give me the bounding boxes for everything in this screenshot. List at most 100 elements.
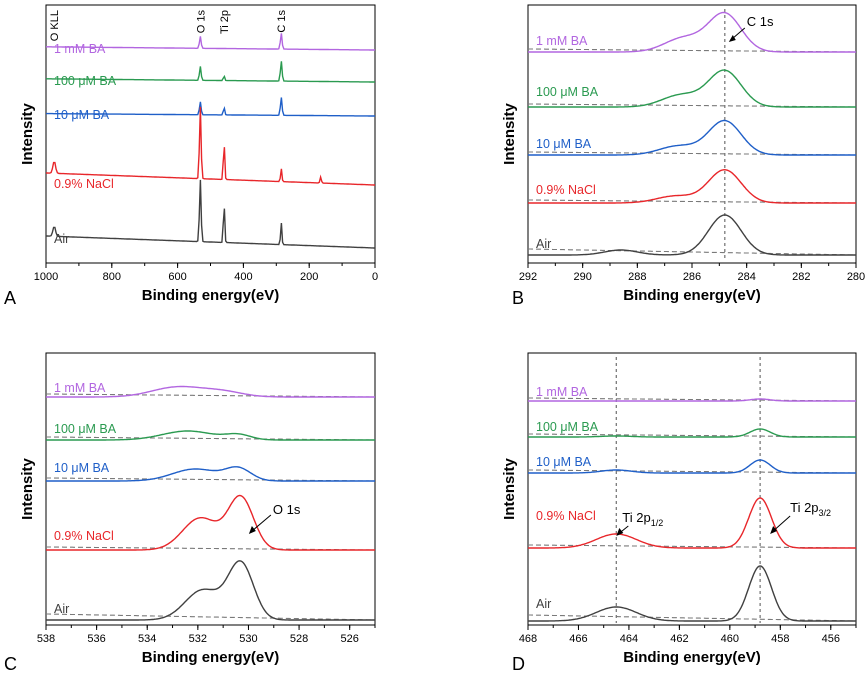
series-label-10-m-ba: 10 μM BA (54, 108, 110, 122)
panel-d: 468 466 464 462 460 458 456 Binding energy(eV) I… (501, 352, 857, 674)
x-axis-title: Binding energy(eV) (142, 287, 280, 304)
series-line-0-9-nacl (46, 494, 375, 551)
peak-label: O KLL (49, 10, 61, 41)
series-label-1-mm-ba: 1 mM BA (54, 381, 106, 395)
series-line-air (46, 179, 375, 249)
panel-letter: A (4, 288, 16, 308)
series-line-air (46, 560, 375, 621)
peak-label: C 1s (276, 10, 288, 33)
x-axis-title: Binding energy(eV) (142, 649, 280, 666)
peak-label: O 1s (195, 10, 207, 34)
y-axis-title: Intensity (501, 458, 518, 520)
x-tick-label: 600 (168, 271, 186, 283)
series-line-0-9-nacl (528, 497, 856, 549)
y-axis-title: Intensity (19, 458, 36, 520)
panel-letter: C (4, 654, 17, 674)
series-label-100-m-ba: 100 μM BA (54, 422, 117, 436)
x-tick-label: 286 (683, 271, 701, 283)
x-tick-label: 288 (628, 271, 646, 283)
annotation-label: Ti 2p1/2 (622, 510, 663, 528)
series-label-10-m-ba: 10 μM BA (536, 137, 592, 151)
x-axis-title: Binding energy(eV) (623, 649, 761, 666)
series-line-1-mm-ba (46, 385, 375, 398)
annotation-arrowhead (616, 528, 624, 536)
series-line-10-m-ba (528, 459, 856, 474)
series-line-air (528, 565, 856, 622)
series-label-1-mm-ba: 1 mM BA (54, 42, 106, 56)
series-label-10-m-ba: 10 μM BA (536, 455, 592, 469)
series-line-0-9-nacl (528, 168, 856, 204)
series-line-1-mm-ba (46, 33, 375, 51)
x-tick-label: 292 (519, 271, 537, 283)
x-tick-label: 460 (721, 633, 739, 645)
series-line-1-mm-ba (528, 11, 856, 53)
series-label-0-9-nacl: 0.9% NaCl (536, 509, 596, 523)
y-axis-title: Intensity (501, 103, 518, 165)
series-label-1-mm-ba: 1 mM BA (536, 385, 588, 399)
x-tick-label: 462 (670, 633, 688, 645)
panel-letter: D (512, 654, 525, 674)
series-label-1-mm-ba: 1 mM BA (536, 34, 588, 48)
series-line-0-9-nacl (46, 106, 375, 186)
x-tick-label: 800 (103, 271, 121, 283)
annotation-label: Ti 2p3/2 (790, 500, 831, 518)
x-tick-label: 458 (771, 633, 789, 645)
x-axis-title: Binding energy(eV) (623, 287, 761, 304)
x-tick-label: 290 (573, 271, 591, 283)
x-tick-label: 280 (847, 271, 865, 283)
series-label-0-9-nacl: 0.9% NaCl (54, 529, 114, 543)
y-axis-title: Intensity (19, 103, 36, 165)
series-line-air (528, 214, 856, 256)
baseline-air (528, 248, 856, 256)
series-line-100-m-ba (46, 430, 375, 441)
annotation-arrowhead (248, 526, 256, 534)
series-line-100-m-ba (528, 69, 856, 108)
x-tick-label: 200 (300, 271, 318, 283)
x-tick-label: 400 (234, 271, 252, 283)
series-label-100-m-ba: 100 μM BA (536, 420, 599, 434)
x-tick-label: 0 (372, 271, 378, 283)
series-label-air: Air (536, 597, 551, 611)
series-label-10-m-ba: 10 μM BA (54, 461, 110, 475)
panel-b: 292 290 288 286 284 282 280 Binding energy(eV) I… (501, 4, 865, 308)
x-tick-label: 282 (792, 271, 810, 283)
annotation-subscript: 1/2 (651, 518, 664, 528)
x-tick-label: 468 (519, 633, 537, 645)
annotation-arrowhead (770, 526, 778, 534)
series-label-0-9-nacl: 0.9% NaCl (54, 177, 114, 191)
plot-frame (527, 352, 857, 626)
x-tick-label: 530 (239, 633, 257, 645)
series-label-air: Air (54, 232, 69, 246)
annotation-subscript: 3/2 (819, 508, 832, 518)
annotation-arrowhead (728, 35, 736, 42)
series-line-100-m-ba (46, 61, 375, 83)
annotation-label: C 1s (747, 14, 774, 29)
x-tick-label: 534 (138, 633, 156, 645)
series-line-10-m-ba (528, 119, 856, 156)
panel-letter: B (512, 288, 524, 308)
baseline-air (46, 613, 375, 621)
x-tick-label: 526 (341, 633, 359, 645)
series-line-10-m-ba (46, 466, 375, 482)
series-label-0-9-nacl: 0.9% NaCl (536, 183, 596, 197)
series-line-1-mm-ba (528, 398, 856, 402)
baseline-air (528, 614, 856, 622)
plot-frame (45, 352, 376, 626)
series-label-100-m-ba: 100 μM BA (54, 74, 117, 88)
x-tick-label: 538 (37, 633, 55, 645)
series-label-100-m-ba: 100 μM BA (536, 85, 599, 99)
series-label-air: Air (536, 237, 551, 251)
annotation-label: O 1s (273, 502, 301, 517)
x-tick-label: 466 (569, 633, 587, 645)
series-label-air: Air (54, 602, 69, 616)
x-tick-label: 532 (189, 633, 207, 645)
peak-label: Ti 2p (219, 10, 231, 34)
x-tick-label: 456 (822, 633, 840, 645)
panel-c: 538 536 534 532 530 528 526 Binding energy(eV) I… (4, 352, 376, 674)
x-tick-label: 528 (290, 633, 308, 645)
panel-a: 1000 800 600 400 200 0 Binding energy(eV) Inten… (4, 4, 378, 308)
x-tick-label: 284 (737, 271, 755, 283)
x-tick-label: 1000 (34, 271, 58, 283)
x-tick-label: 464 (620, 633, 638, 645)
